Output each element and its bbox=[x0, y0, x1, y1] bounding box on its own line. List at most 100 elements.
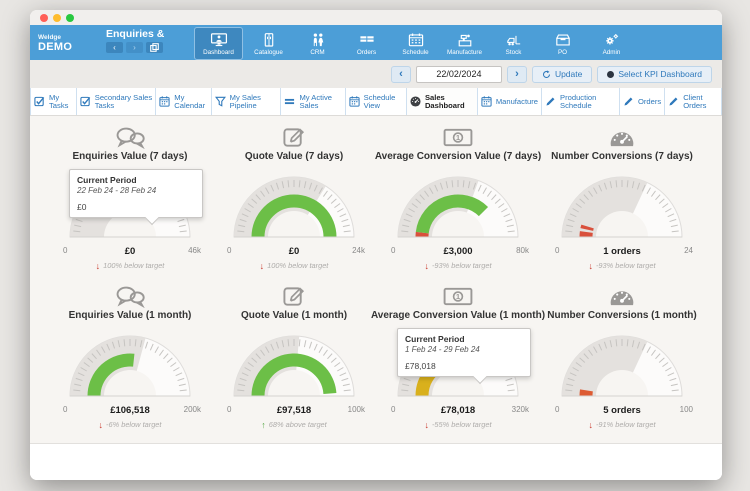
nav-item-po[interactable]: PO bbox=[539, 27, 586, 60]
arrow-up-icon: ↑ bbox=[261, 419, 266, 430]
tab-production-schedule[interactable]: Production Schedule bbox=[542, 88, 620, 115]
nav-item-manufacture[interactable]: Manufacture bbox=[441, 27, 488, 60]
kpi-gauge-card-average-conversion-value-1-month: 1 Average Conversion Value (1 month) Curr… bbox=[371, 283, 545, 430]
tab-my-active-sales[interactable]: My Active Sales bbox=[281, 88, 346, 115]
gauge-value: £3,000 bbox=[443, 246, 473, 257]
tasks-icon bbox=[34, 96, 45, 107]
arrow-down-icon: ↓ bbox=[259, 260, 265, 271]
gauge-area[interactable] bbox=[547, 165, 697, 263]
gauge-delta: ↓ -93% below target bbox=[424, 260, 491, 271]
tab-label: Manufacture bbox=[495, 96, 539, 106]
svg-text:1: 1 bbox=[456, 133, 461, 142]
kpi-gauge-card-enquiries-value-7-days: Enquiries Value (7 days) Current Period … bbox=[51, 124, 209, 271]
date-field[interactable]: 22/02/2024 bbox=[415, 65, 502, 83]
gauge-area[interactable] bbox=[219, 324, 369, 422]
gauge-max-label: 80k bbox=[516, 246, 529, 255]
gauge-area[interactable] bbox=[55, 324, 205, 422]
catalogue-icon bbox=[260, 32, 278, 48]
nav-item-dashboard[interactable]: Dashboard bbox=[194, 27, 243, 60]
crm-icon bbox=[309, 32, 327, 48]
gauge-area[interactable] bbox=[383, 165, 533, 263]
window-titlebar bbox=[30, 10, 722, 25]
nav-item-catalogue[interactable]: Catalogue bbox=[245, 27, 292, 60]
tab-sales-dashboard[interactable]: Sales Dashboard bbox=[406, 88, 478, 115]
select-kpi-dashboard-button[interactable]: Select KPI Dashboard bbox=[597, 65, 712, 83]
tab-my-sales-pipeline[interactable]: My Sales Pipeline bbox=[211, 88, 282, 115]
tasks-icon bbox=[80, 96, 91, 107]
manufacture-icon bbox=[456, 32, 474, 48]
gauge-dial bbox=[233, 335, 355, 422]
tab-label: Client Orders bbox=[683, 92, 707, 110]
gauge-area[interactable]: Current Period 22 Feb 24 - 28 Feb 24 £0 bbox=[55, 165, 205, 263]
nav-item-label: Catalogue bbox=[254, 48, 283, 56]
tab-label: My Calendar bbox=[174, 92, 206, 110]
gauge-min-label: 0 bbox=[391, 405, 396, 414]
gauge-delta-text: -91% below target bbox=[595, 420, 656, 429]
money-icon: 1 bbox=[441, 283, 475, 308]
pencil-icon bbox=[668, 96, 679, 107]
tab-my-tasks[interactable]: My Tasks bbox=[30, 88, 77, 115]
kpi-gauge-card-quote-value-1-month: Quote Value (1 month) 0 £97,518 100k ↑ 68% ab… bbox=[215, 283, 373, 430]
gauge-min-label: 0 bbox=[63, 405, 68, 414]
gauge-max-label: 320k bbox=[511, 405, 529, 414]
gauge-max-label: 200k bbox=[183, 405, 201, 414]
orders-icon bbox=[358, 32, 376, 48]
gauge-min-label: 0 bbox=[555, 405, 560, 414]
copy-page-button[interactable] bbox=[146, 42, 163, 53]
date-next-button[interactable]: › bbox=[506, 65, 527, 83]
stock-icon bbox=[505, 32, 523, 48]
arrow-down-icon: ↓ bbox=[588, 260, 593, 271]
nav-item-stock[interactable]: Stock bbox=[490, 27, 537, 60]
tab-orders[interactable]: Orders bbox=[619, 88, 666, 115]
pencil-icon bbox=[545, 96, 556, 107]
tab-manufacture[interactable]: Manufacture bbox=[477, 88, 543, 115]
gauge-area[interactable]: Current Period 1 Feb 24 - 29 Feb 24 £78,… bbox=[383, 324, 533, 422]
tab-label: My Active Sales bbox=[299, 92, 332, 110]
nav-item-orders[interactable]: Orders bbox=[343, 27, 390, 60]
history-forward-button[interactable]: › bbox=[126, 42, 143, 53]
tab-client-orders[interactable]: Client Orders bbox=[665, 88, 722, 115]
gauge-area[interactable] bbox=[219, 165, 369, 263]
kpi-gauge-card-enquiries-value-1-month: Enquiries Value (1 month) 0 £106,518 200k ↓ -… bbox=[51, 283, 209, 430]
gauge-title: Average Conversion Value (1 month) bbox=[370, 310, 546, 321]
gauge-title: Average Conversion Value (7 days) bbox=[374, 151, 542, 162]
nav-item-schedule[interactable]: Schedule bbox=[392, 27, 439, 60]
schedule-icon bbox=[407, 32, 425, 48]
close-window-button[interactable] bbox=[40, 13, 48, 22]
nav-item-admin[interactable]: Admin bbox=[588, 27, 635, 60]
history-back-button[interactable]: ‹ bbox=[106, 42, 123, 53]
update-button[interactable]: Update bbox=[531, 65, 593, 83]
gauge-min-label: 0 bbox=[63, 246, 68, 255]
tab-label: Sales Dashboard bbox=[424, 92, 465, 110]
gauge-delta-text: -93% below target bbox=[595, 261, 656, 270]
gauge-delta-text: -6% below target bbox=[106, 420, 162, 429]
kpi-gauge-card-quote-value-7-days: Quote Value (7 days) 0 £0 24k ↓ 100% below ta… bbox=[215, 124, 373, 271]
lines-icon bbox=[284, 96, 295, 107]
gauge-value: £106,518 bbox=[110, 405, 150, 416]
gauge-value: 1 orders bbox=[603, 246, 641, 257]
arrow-down-icon: ↓ bbox=[95, 260, 101, 271]
gauge-max-label: 46k bbox=[188, 246, 201, 255]
tab-secondary-sales-tasks[interactable]: Secondary Sales Tasks bbox=[76, 88, 157, 115]
page-title-block: Enquiries & ‹ › bbox=[106, 25, 194, 60]
gauge-dial bbox=[561, 335, 683, 422]
quote-icon bbox=[277, 124, 311, 149]
gauge-min-label: 0 bbox=[227, 246, 232, 255]
zoom-window-button[interactable] bbox=[66, 13, 74, 22]
gauge-title: Number Conversions (7 days) bbox=[551, 151, 693, 162]
tab-schedule-view[interactable]: Schedule View bbox=[345, 88, 407, 115]
gauge-delta-text: 68% above target bbox=[268, 420, 327, 429]
nav-item-crm[interactable]: CRM bbox=[294, 27, 341, 60]
main-nav: Dashboard Catalogue CRM Orders Schedule Manuf… bbox=[194, 25, 635, 60]
calendar-icon bbox=[481, 96, 492, 107]
gauge-delta-text: 100% below target bbox=[267, 261, 329, 270]
tab-label: Production Schedule bbox=[560, 92, 597, 110]
page-title: Enquiries & bbox=[106, 28, 165, 40]
tab-my-calendar[interactable]: My Calendar bbox=[156, 88, 212, 115]
minimize-window-button[interactable] bbox=[53, 13, 61, 22]
date-prev-button[interactable]: ‹ bbox=[390, 65, 411, 83]
gauge-icon bbox=[410, 96, 421, 107]
tab-bar: My Tasks Secondary Sales Tasks My Calendar… bbox=[30, 88, 722, 116]
app-window: Weldge DEMO Enquiries & ‹ › Dashboard Cat… bbox=[30, 10, 722, 480]
gauge-area[interactable] bbox=[547, 324, 697, 422]
